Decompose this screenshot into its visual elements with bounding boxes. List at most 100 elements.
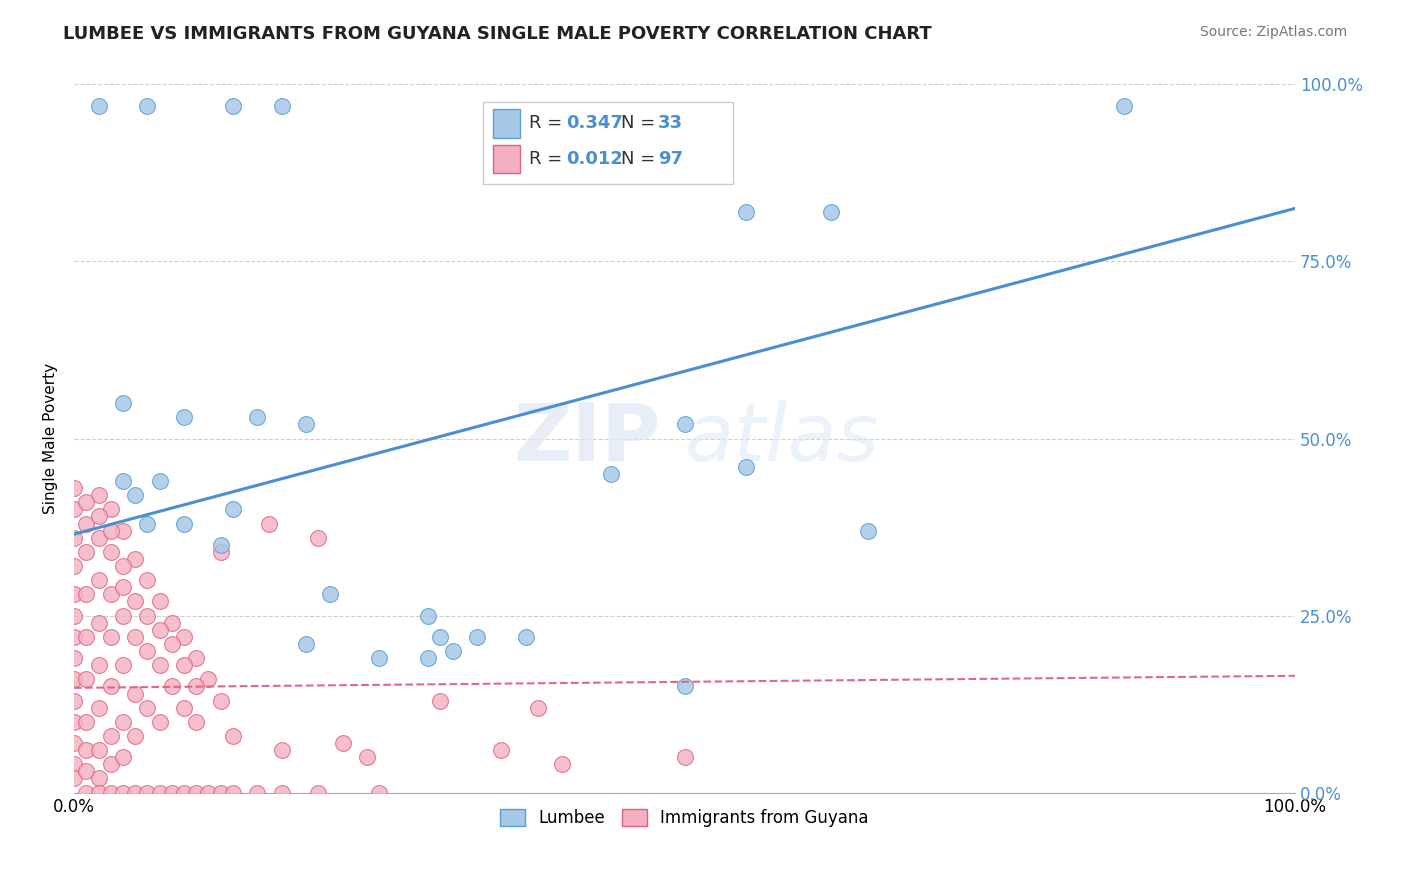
Point <box>124 786 146 800</box>
Point <box>307 531 329 545</box>
Point <box>111 714 134 729</box>
Point <box>63 693 86 707</box>
Point <box>356 750 378 764</box>
Point <box>673 680 696 694</box>
Point <box>63 772 86 786</box>
Text: 0.347: 0.347 <box>567 114 623 132</box>
FancyBboxPatch shape <box>494 145 520 173</box>
Point <box>209 786 232 800</box>
Point <box>148 786 170 800</box>
Point <box>136 516 159 531</box>
Text: 33: 33 <box>658 114 683 132</box>
Point <box>173 410 195 425</box>
Point <box>465 630 488 644</box>
Point <box>270 743 292 757</box>
FancyBboxPatch shape <box>484 103 734 184</box>
Point <box>100 502 122 516</box>
Point <box>75 545 97 559</box>
Point <box>100 524 122 538</box>
Point <box>136 608 159 623</box>
Point <box>111 786 134 800</box>
Point <box>136 700 159 714</box>
Point <box>222 729 245 743</box>
Point <box>148 623 170 637</box>
Point <box>186 651 208 665</box>
Point <box>124 594 146 608</box>
Point <box>491 743 513 757</box>
Text: R =: R = <box>530 150 568 168</box>
Point <box>75 743 97 757</box>
Point <box>429 693 451 707</box>
Point <box>600 467 623 481</box>
Point <box>160 680 183 694</box>
Point <box>87 573 110 587</box>
Text: LUMBEE VS IMMIGRANTS FROM GUYANA SINGLE MALE POVERTY CORRELATION CHART: LUMBEE VS IMMIGRANTS FROM GUYANA SINGLE … <box>63 25 932 43</box>
Point <box>75 516 97 531</box>
Text: atlas: atlas <box>685 400 879 477</box>
Point <box>551 757 574 772</box>
Point <box>100 587 122 601</box>
Text: 97: 97 <box>658 150 683 168</box>
Point <box>160 786 183 800</box>
Point <box>222 98 245 112</box>
Point <box>441 644 464 658</box>
Point <box>75 786 97 800</box>
Point <box>87 509 110 524</box>
Point <box>270 786 292 800</box>
Text: 0.012: 0.012 <box>567 150 623 168</box>
Point <box>87 786 110 800</box>
Point <box>295 637 318 651</box>
Point <box>173 516 195 531</box>
Point <box>307 786 329 800</box>
Point <box>820 205 842 219</box>
Point <box>148 714 170 729</box>
Point <box>527 700 550 714</box>
Text: N =: N = <box>621 150 661 168</box>
Point <box>124 552 146 566</box>
Point <box>148 658 170 673</box>
Point <box>63 531 86 545</box>
Point <box>100 757 122 772</box>
Text: ZIP: ZIP <box>513 400 661 477</box>
Point <box>209 693 232 707</box>
Text: Source: ZipAtlas.com: Source: ZipAtlas.com <box>1199 25 1347 39</box>
Point <box>87 531 110 545</box>
Y-axis label: Single Male Poverty: Single Male Poverty <box>44 363 58 514</box>
Point <box>63 587 86 601</box>
Point <box>124 729 146 743</box>
Point <box>173 658 195 673</box>
Point <box>173 630 195 644</box>
Point <box>148 594 170 608</box>
Point <box>63 481 86 495</box>
Point <box>75 764 97 779</box>
Text: R =: R = <box>530 114 568 132</box>
Point <box>63 502 86 516</box>
Point <box>148 474 170 488</box>
Legend: Lumbee, Immigrants from Guyana: Lumbee, Immigrants from Guyana <box>494 803 876 834</box>
Point <box>856 524 879 538</box>
Point <box>111 559 134 574</box>
Point <box>734 459 756 474</box>
Point <box>186 680 208 694</box>
Point <box>111 524 134 538</box>
Point <box>75 714 97 729</box>
Text: N =: N = <box>621 114 661 132</box>
Point <box>63 757 86 772</box>
Point <box>673 750 696 764</box>
Point <box>75 495 97 509</box>
Point <box>100 545 122 559</box>
Point <box>222 786 245 800</box>
Point <box>63 714 86 729</box>
Point <box>368 651 391 665</box>
FancyBboxPatch shape <box>494 109 520 137</box>
Point <box>111 658 134 673</box>
Point <box>209 545 232 559</box>
Point <box>418 651 440 665</box>
Point <box>1112 98 1135 112</box>
Point <box>111 750 134 764</box>
Point <box>209 538 232 552</box>
Point <box>111 580 134 594</box>
Point <box>63 608 86 623</box>
Point <box>100 786 122 800</box>
Point <box>87 98 110 112</box>
